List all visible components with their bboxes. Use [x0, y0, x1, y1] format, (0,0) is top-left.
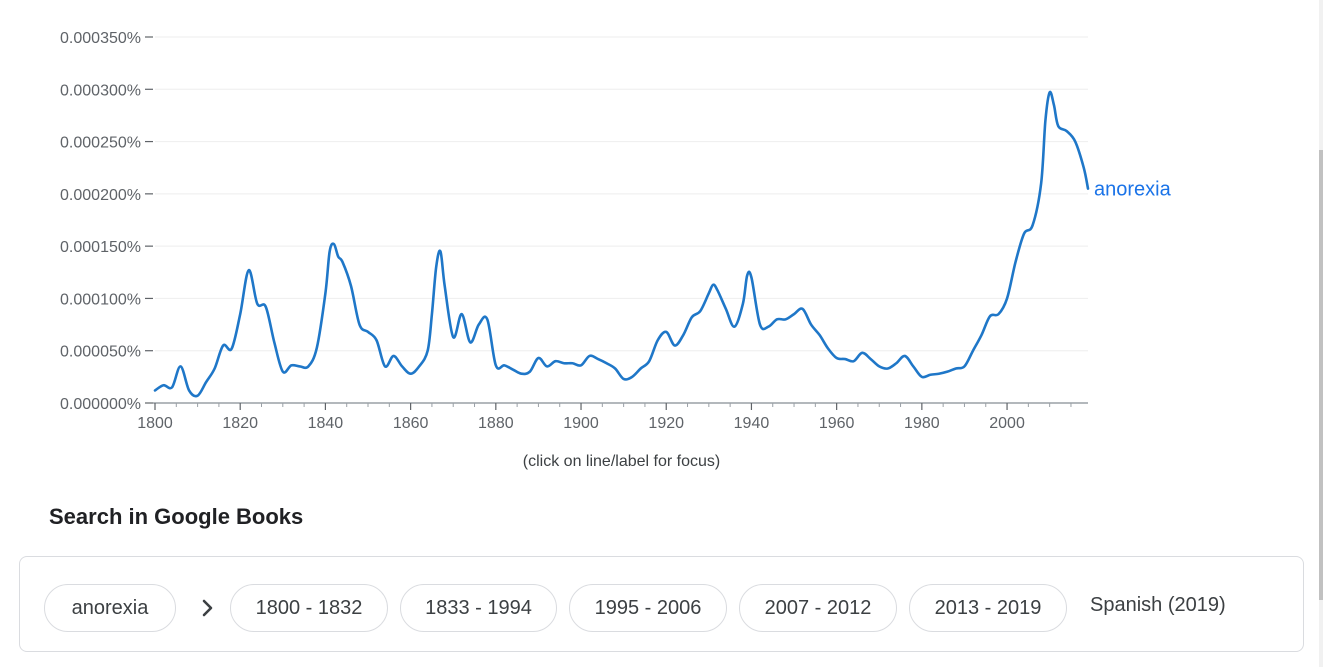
focus-hint: (click on line/label for focus) — [522, 453, 721, 470]
x-tick-label: 1880 — [478, 415, 514, 432]
range-chip-1800-1832[interactable]: 1800 - 1832 — [230, 584, 388, 632]
x-tick-label: 1860 — [393, 415, 429, 432]
x-tick-label: 1960 — [819, 415, 855, 432]
google-books-panel: anorexia 1800 - 1832 1833 - 1994 1995 - … — [19, 556, 1304, 652]
y-tick-label: 0.000150% — [60, 239, 141, 256]
y-tick-label: 0.000000% — [60, 396, 141, 413]
x-axis: 1800 1820 1840 1860 1880 1900 1920 1940 1960 1980… — [137, 402, 1088, 432]
x-tick-label: 1980 — [904, 415, 940, 432]
chevron-right-icon — [202, 599, 213, 617]
range-chip-1833-1994[interactable]: 1833 - 1994 — [400, 584, 557, 632]
x-tick-label: 2000 — [989, 415, 1025, 432]
x-tick-label: 1820 — [222, 415, 258, 432]
chart-gridlines — [155, 36, 1088, 352]
y-tick-label: 0.000250% — [60, 135, 141, 152]
y-tick-label: 0.000300% — [60, 82, 141, 99]
y-axis: 0.000000% 0.000050% 0.000100% 0.000150% 0.00… — [60, 30, 153, 413]
series-layer[interactable]: anorexia — [153, 90, 1172, 398]
series-line-anorexia[interactable] — [153, 90, 1090, 398]
ngram-chart: 0.000000% 0.000050% 0.000100% 0.000150% 0.00… — [60, 30, 1172, 432]
x-tick-label: 1840 — [308, 415, 344, 432]
y-tick-label: 0.000100% — [60, 291, 141, 308]
range-chip-2013-2019[interactable]: 2013 - 2019 — [909, 584, 1067, 632]
y-tick-label: 0.000350% — [60, 30, 141, 47]
range-chip-2007-2012[interactable]: 2007 - 2012 — [739, 584, 897, 632]
x-tick-label: 1940 — [734, 415, 770, 432]
x-tick-label: 1920 — [648, 415, 684, 432]
search-term-chip[interactable]: anorexia — [44, 584, 176, 632]
y-tick-label: 0.000050% — [60, 344, 141, 361]
search-books-title: Search in Google Books — [49, 504, 304, 529]
range-chip-1995-2006[interactable]: 1995 - 2006 — [569, 584, 727, 632]
y-tick-label: 0.000200% — [60, 187, 141, 204]
x-tick-label: 1800 — [137, 415, 173, 432]
x-tick-label: 1900 — [563, 415, 599, 432]
series-label-anorexia[interactable]: anorexia — [1094, 179, 1172, 201]
corpus-label: Spanish (2019) — [1090, 594, 1226, 616]
scrollbar-thumb[interactable] — [1319, 150, 1323, 600]
